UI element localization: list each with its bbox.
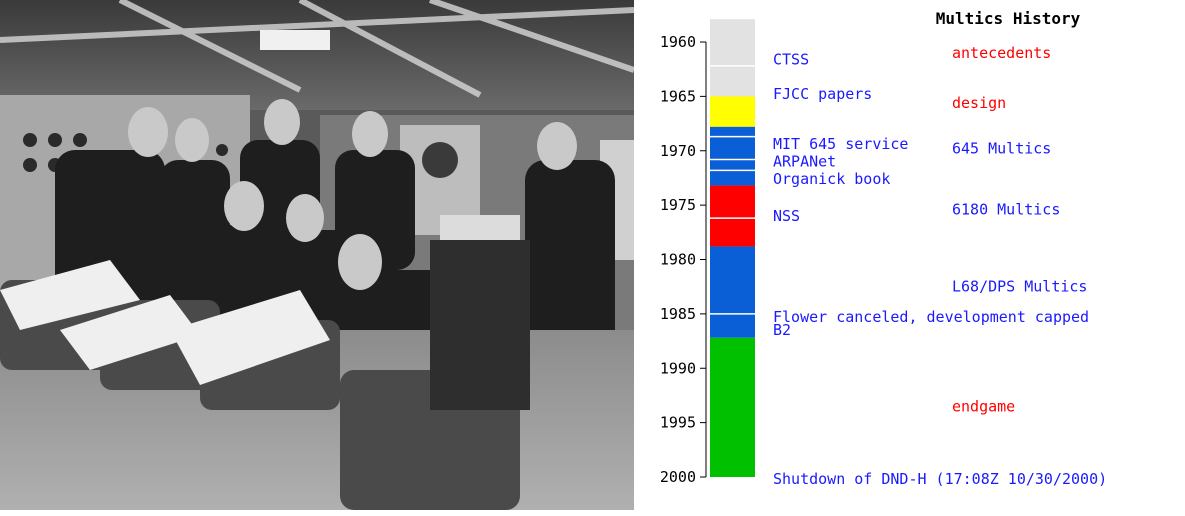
phase-label: endgame — [952, 397, 1015, 415]
era-segment — [710, 185, 755, 247]
tick-label: 1960 — [660, 33, 696, 51]
multics-timeline: Multics History 1960 1965 1970 1975 1980 1985… — [640, 0, 1185, 512]
event-label: NSS — [773, 207, 800, 225]
phase-label: design — [952, 94, 1006, 112]
event-label: Shutdown of DND-H (17:08Z 10/30/2000) — [773, 470, 1107, 488]
era-bar — [710, 19, 755, 477]
phase-label: L68/DPS Multics — [952, 278, 1087, 296]
tick-label: 2000 — [660, 468, 696, 486]
event-label: ARPANet — [773, 153, 836, 171]
team-photo — [0, 0, 635, 510]
phase-label: 6180 Multics — [952, 200, 1060, 218]
tick-label: 1985 — [660, 305, 696, 323]
era-segment — [710, 96, 755, 127]
tick-label: 1995 — [660, 414, 696, 432]
tick-label: 1990 — [660, 359, 696, 377]
event-label: FJCC papers — [773, 85, 872, 103]
timeline-title: Multics History — [936, 9, 1081, 28]
era-segment — [710, 337, 755, 477]
phase-label: 645 Multics — [952, 140, 1051, 158]
event-label: Flower canceled, development capped — [773, 308, 1089, 326]
tick-label: 1965 — [660, 87, 696, 105]
era-segment — [710, 19, 755, 97]
tick-label: 1975 — [660, 196, 696, 214]
phase-labels: antecedents design 645 Multics 6180 Multics… — [952, 44, 1087, 415]
tick-label: 1970 — [660, 142, 696, 160]
event-labels: CTSS FJCC papers MIT 645 serviceARPANetOrg… — [773, 50, 1107, 488]
event-label: B2 — [773, 321, 791, 339]
team-photo-image — [0, 0, 635, 510]
event-label: Organick book — [773, 170, 890, 188]
year-axis: 1960 1965 1970 1975 1980 1985 1990 1995 2000 — [660, 33, 707, 486]
phase-label: antecedents — [952, 44, 1051, 62]
event-label: CTSS — [773, 50, 809, 68]
timeline-canvas: Multics History 1960 1965 1970 1975 1980 1985… — [660, 9, 1107, 488]
era-segment — [710, 246, 755, 338]
tick-label: 1980 — [660, 251, 696, 269]
event-label: MIT 645 service — [773, 135, 908, 153]
era-segment — [710, 126, 755, 186]
